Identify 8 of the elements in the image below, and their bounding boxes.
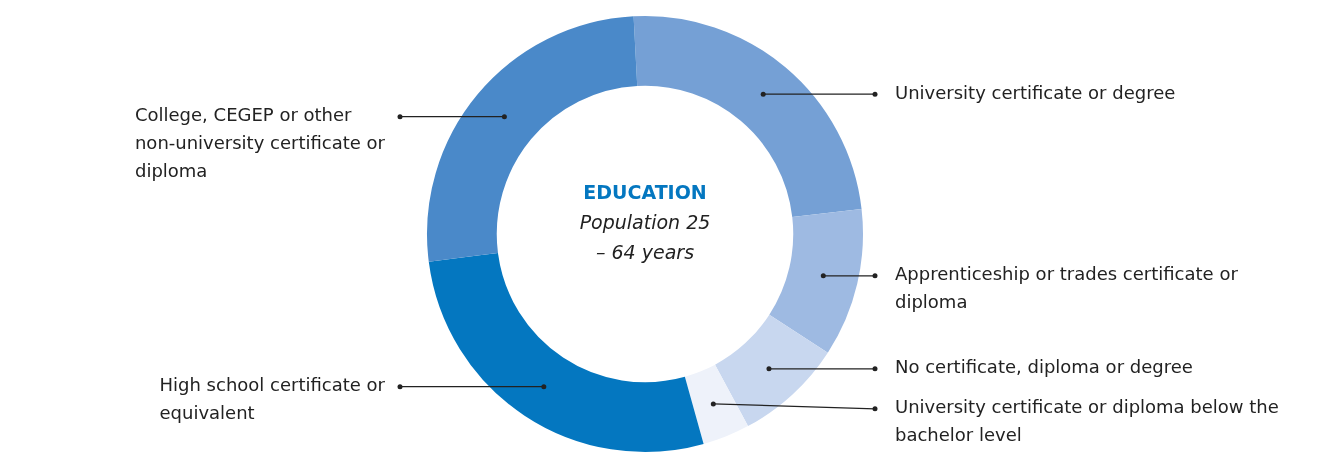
slice-label: No certificate, diploma or degree bbox=[895, 356, 1193, 378]
text: Population 25 – 64 years bbox=[579, 210, 711, 263]
slice-label: High school certificate or equivalent bbox=[159, 374, 386, 424]
slice-label: University certificate or diploma below the bachelor level bbox=[895, 396, 1279, 446]
text: EDUCATION bbox=[583, 180, 707, 203]
slice-label: Apprenticeship or trades certificate or diploma bbox=[895, 263, 1239, 313]
slice-label: University certificate or degree bbox=[895, 81, 1176, 103]
slice-label: College, CEGEP or other non-university certificate or diploma bbox=[134, 104, 386, 182]
